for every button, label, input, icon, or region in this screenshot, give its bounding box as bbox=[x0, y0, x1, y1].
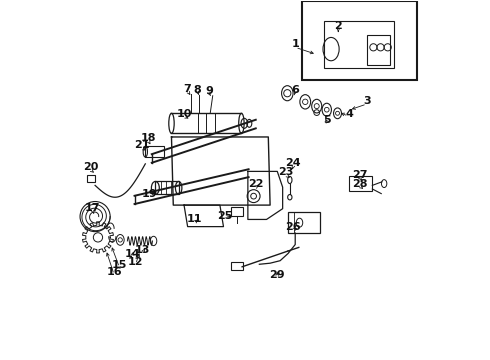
Text: 10: 10 bbox=[176, 109, 192, 119]
Text: 19: 19 bbox=[142, 189, 158, 199]
Text: 21: 21 bbox=[134, 140, 149, 150]
Text: 5: 5 bbox=[324, 115, 331, 125]
Bar bbox=[324, 22, 394, 68]
Bar bbox=[367, 35, 390, 65]
Text: 3: 3 bbox=[363, 96, 371, 106]
Text: 16: 16 bbox=[106, 267, 122, 277]
Text: 13: 13 bbox=[135, 245, 150, 255]
Text: 12: 12 bbox=[128, 257, 144, 267]
Text: 9: 9 bbox=[205, 86, 213, 96]
Text: 14: 14 bbox=[124, 249, 140, 259]
Bar bbox=[146, 146, 164, 157]
Text: 1: 1 bbox=[292, 40, 299, 49]
Text: 6: 6 bbox=[291, 85, 299, 95]
Text: 26: 26 bbox=[286, 222, 301, 232]
Text: 27: 27 bbox=[352, 170, 368, 180]
Text: 29: 29 bbox=[270, 270, 285, 280]
Text: 28: 28 bbox=[352, 179, 368, 189]
Text: 20: 20 bbox=[83, 162, 98, 172]
Text: 7: 7 bbox=[184, 84, 192, 94]
Text: 23: 23 bbox=[278, 167, 294, 177]
Text: 24: 24 bbox=[286, 158, 301, 168]
Bar bbox=[231, 262, 243, 270]
Text: 2: 2 bbox=[334, 21, 342, 31]
Text: 18: 18 bbox=[141, 133, 156, 143]
Bar bbox=[302, 1, 417, 80]
Text: 15: 15 bbox=[112, 260, 127, 270]
Bar bbox=[231, 207, 243, 216]
Text: 11: 11 bbox=[187, 215, 202, 224]
Bar bbox=[288, 212, 320, 233]
Text: 25: 25 bbox=[218, 211, 233, 221]
Text: 22: 22 bbox=[248, 179, 264, 189]
Text: 17: 17 bbox=[85, 203, 100, 213]
Bar bbox=[349, 176, 372, 192]
Bar bbox=[155, 181, 179, 194]
Bar bbox=[87, 175, 95, 182]
Text: 8: 8 bbox=[194, 85, 201, 95]
Text: 4: 4 bbox=[345, 109, 353, 119]
